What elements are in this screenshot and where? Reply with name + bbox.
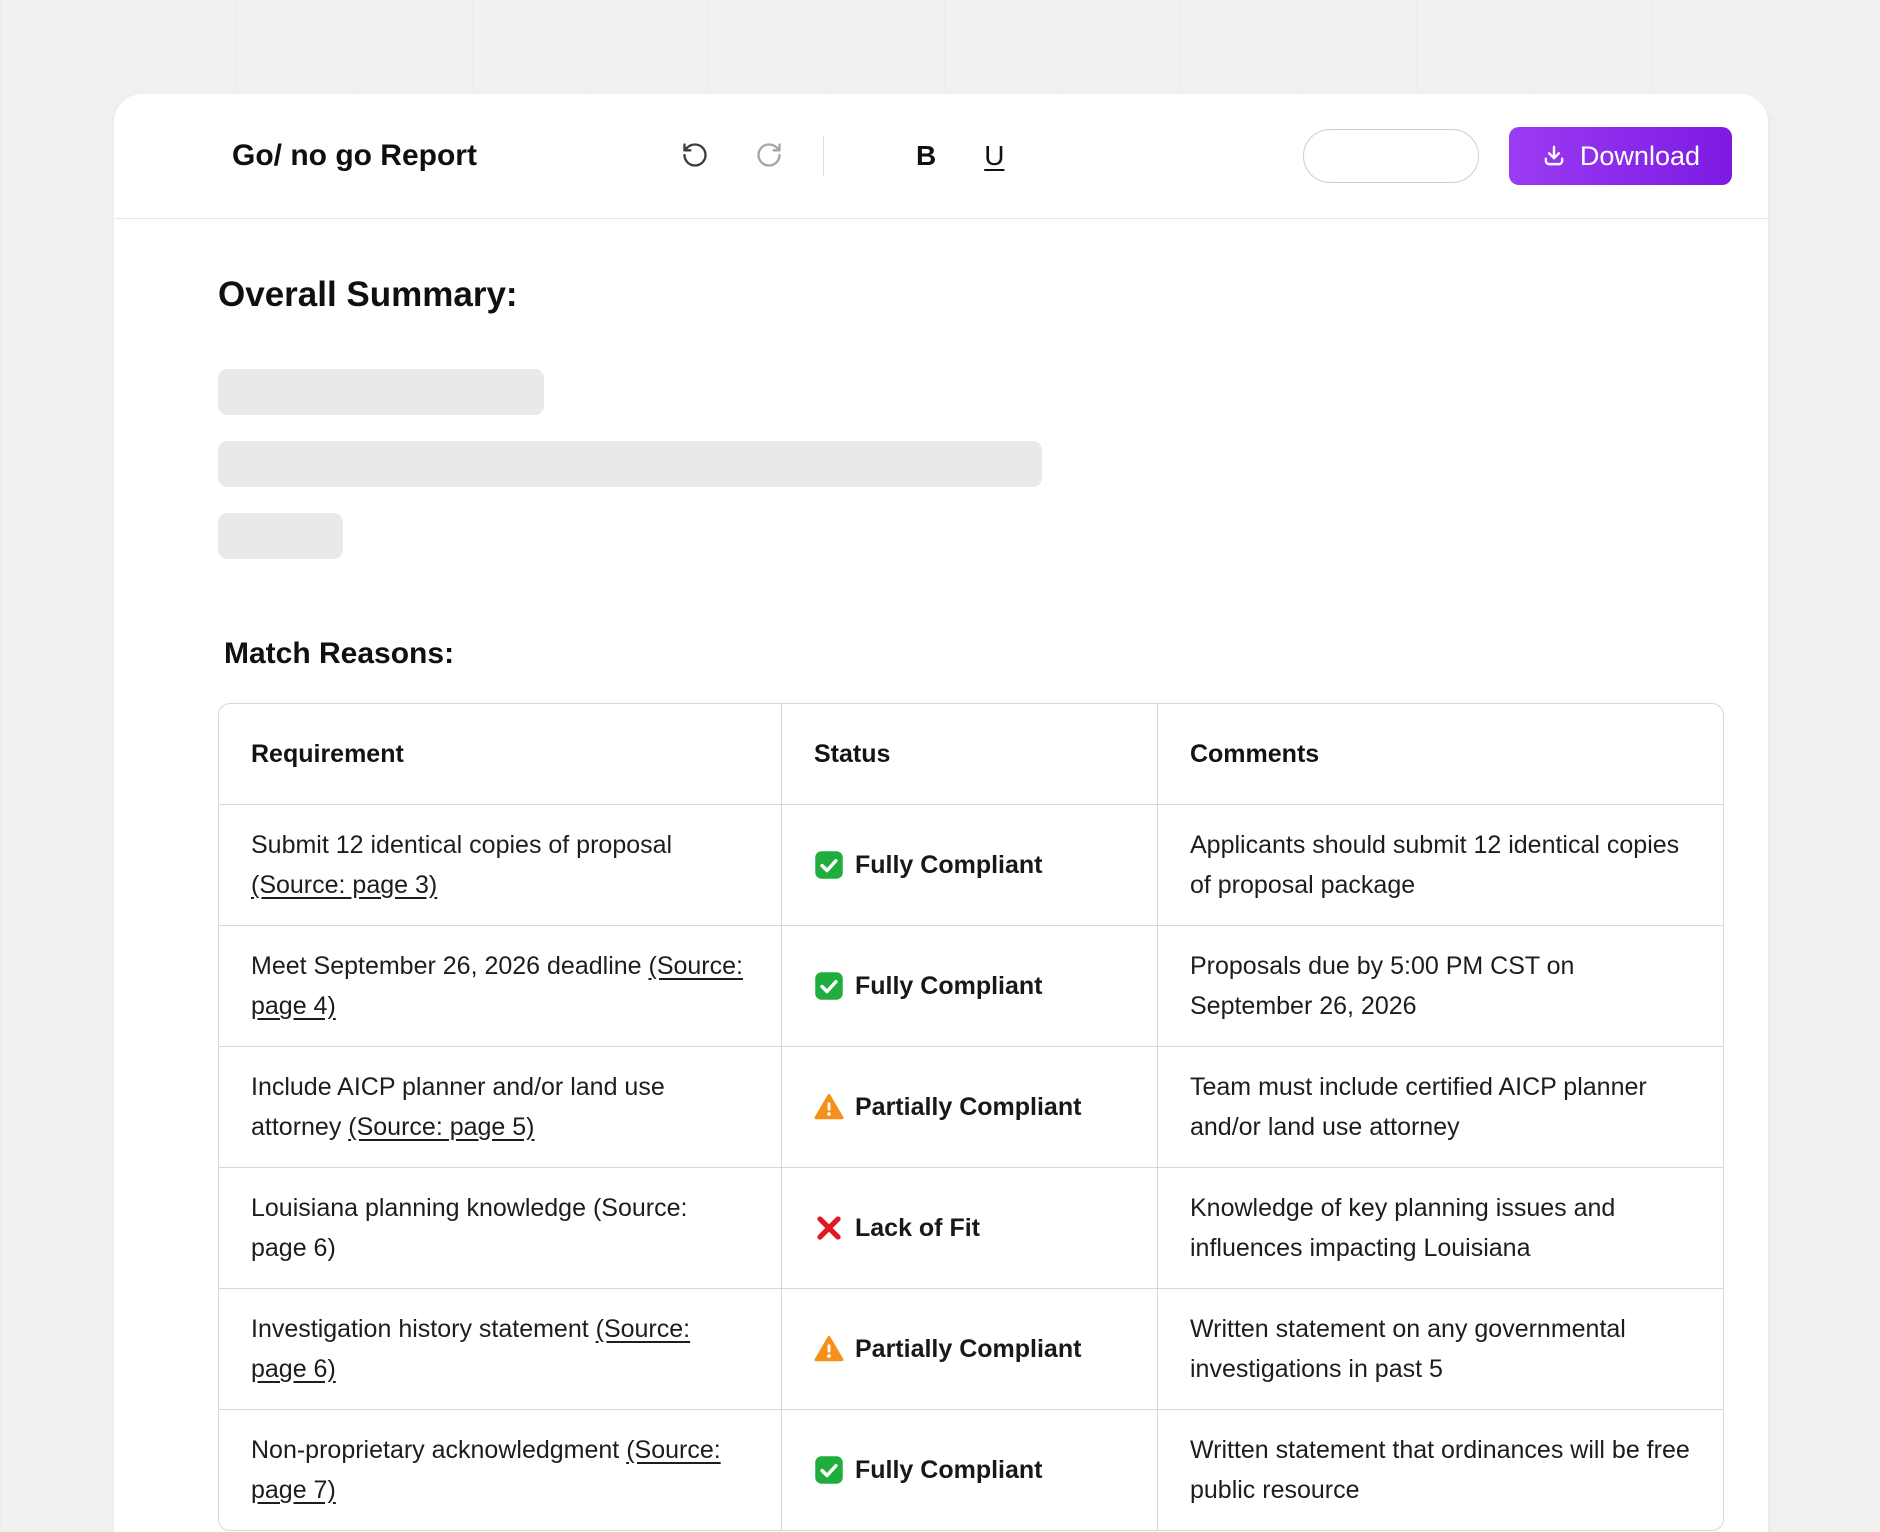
match-table: Requirement Status Comments Submit 12 id… <box>218 703 1724 1531</box>
source-link[interactable]: (Source: page 7) <box>251 1436 721 1504</box>
status-cell: Fully Compliant <box>780 804 1158 926</box>
toolbar-pill-button[interactable] <box>1302 129 1479 183</box>
skeleton-bar <box>218 513 343 559</box>
comment-text: Written statement that ordinances will b… <box>1156 1409 1723 1530</box>
column-header-requirement: Requirement <box>251 740 404 768</box>
report-card: Go/ no go Report B U Download <box>114 94 1768 1532</box>
requirement-text: Louisiana planning knowledge <box>251 1194 593 1222</box>
warning-icon <box>814 1334 844 1364</box>
check-icon <box>814 850 844 880</box>
source-link[interactable]: (Source: page 3) <box>251 871 438 899</box>
comment-text: Team must include certified AICP planner… <box>1156 1046 1723 1168</box>
download-label: Download <box>1579 140 1700 171</box>
underline-button[interactable]: U <box>980 136 1008 176</box>
requirement-text: Include AICP planner and/or land use att… <box>251 1073 665 1141</box>
warning-icon <box>814 1092 844 1122</box>
toolbar-divider <box>822 136 824 176</box>
redo-icon <box>755 141 783 172</box>
cross-icon <box>814 1213 844 1243</box>
status-inner: Partially Compliant <box>814 1329 1125 1369</box>
requirement-cell: Meet September 26, 2026 deadline (Source… <box>219 925 782 1047</box>
status-cell: Partially Compliant <box>780 1046 1158 1168</box>
status-inner: Fully Compliant <box>814 845 1125 885</box>
comment-text: Knowledge of key planning issues and inf… <box>1156 1167 1723 1289</box>
bold-button[interactable]: B <box>912 136 940 176</box>
redo-button[interactable] <box>751 137 787 176</box>
report-content: Overall Summary: Match Reasons: Requirem… <box>114 275 1768 1532</box>
source-link[interactable]: (Source: page 6) <box>251 1315 691 1383</box>
status-inner: Lack of Fit <box>814 1208 1125 1248</box>
requirement-cell: Include AICP planner and/or land use att… <box>219 1046 782 1168</box>
status-cell: Fully Compliant <box>780 925 1158 1047</box>
status-label: Fully Compliant <box>854 972 1043 1000</box>
status-cell: Lack of Fit <box>780 1167 1158 1289</box>
download-button[interactable]: Download <box>1508 127 1732 185</box>
requirement-cell: Louisiana planning knowledge (Source: pa… <box>219 1167 782 1289</box>
requirement-cell: Investigation history statement (Source:… <box>219 1288 782 1410</box>
status-label: Fully Compliant <box>854 1456 1043 1484</box>
table-row: Investigation history statement (Source:… <box>219 1288 1723 1410</box>
source-link[interactable]: (Source: page 4) <box>251 952 743 1020</box>
column-header-status: Status <box>780 704 1158 805</box>
table-row: Louisiana planning knowledge (Source: pa… <box>219 1167 1723 1289</box>
status-cell: Partially Compliant <box>780 1288 1158 1410</box>
table-row: Submit 12 identical copies of proposal (… <box>219 804 1723 926</box>
status-cell: Fully Compliant <box>780 1409 1158 1530</box>
table-row: Non-proprietary acknowledgment (Source: … <box>219 1409 1723 1530</box>
requirement-text: Meet September 26, 2026 deadline <box>251 952 649 980</box>
requirement-text: Investigation history statement <box>251 1315 596 1343</box>
toolbar: Go/ no go Report B U Download <box>114 94 1768 219</box>
comment-text: Proposals due by 5:00 PM CST on Septembe… <box>1156 925 1723 1047</box>
undo-icon <box>681 141 709 172</box>
document-title: Go/ no go Report <box>232 139 477 172</box>
requirement-cell: Submit 12 identical copies of proposal (… <box>219 804 782 926</box>
column-header-comments: Comments <box>1156 704 1723 805</box>
table-row: Include AICP planner and/or land use att… <box>219 1046 1723 1168</box>
skeleton-bar <box>218 369 544 415</box>
comment-text: Written statement on any governmental in… <box>1156 1288 1723 1410</box>
status-label: Partially Compliant <box>854 1093 1082 1121</box>
table-header-row: Requirement Status Comments <box>219 704 1723 805</box>
requirement-text: Submit 12 identical copies of proposal <box>251 831 673 859</box>
status-label: Fully Compliant <box>854 851 1043 879</box>
status-label: Lack of Fit <box>854 1214 980 1242</box>
requirement-text: Non-proprietary acknowledgment <box>251 1436 627 1464</box>
skeleton-bar <box>218 441 1042 487</box>
match-reasons-heading: Match Reasons: <box>224 637 455 670</box>
undo-button[interactable] <box>677 137 713 176</box>
source-link[interactable]: (Source: page 5) <box>348 1113 535 1141</box>
comment-text: Applicants should submit 12 identical co… <box>1156 804 1723 926</box>
check-icon <box>814 1455 844 1485</box>
requirement-cell: Non-proprietary acknowledgment (Source: … <box>219 1409 782 1530</box>
status-label: Partially Compliant <box>854 1335 1082 1363</box>
table-row: Meet September 26, 2026 deadline (Source… <box>219 925 1723 1047</box>
source-link: (Source: page 6) <box>251 1194 688 1262</box>
check-icon <box>814 971 844 1001</box>
download-icon <box>1541 143 1567 169</box>
overall-summary-heading: Overall Summary: <box>218 275 518 314</box>
status-inner: Fully Compliant <box>814 1450 1125 1490</box>
status-inner: Fully Compliant <box>814 966 1125 1006</box>
status-inner: Partially Compliant <box>814 1087 1125 1127</box>
